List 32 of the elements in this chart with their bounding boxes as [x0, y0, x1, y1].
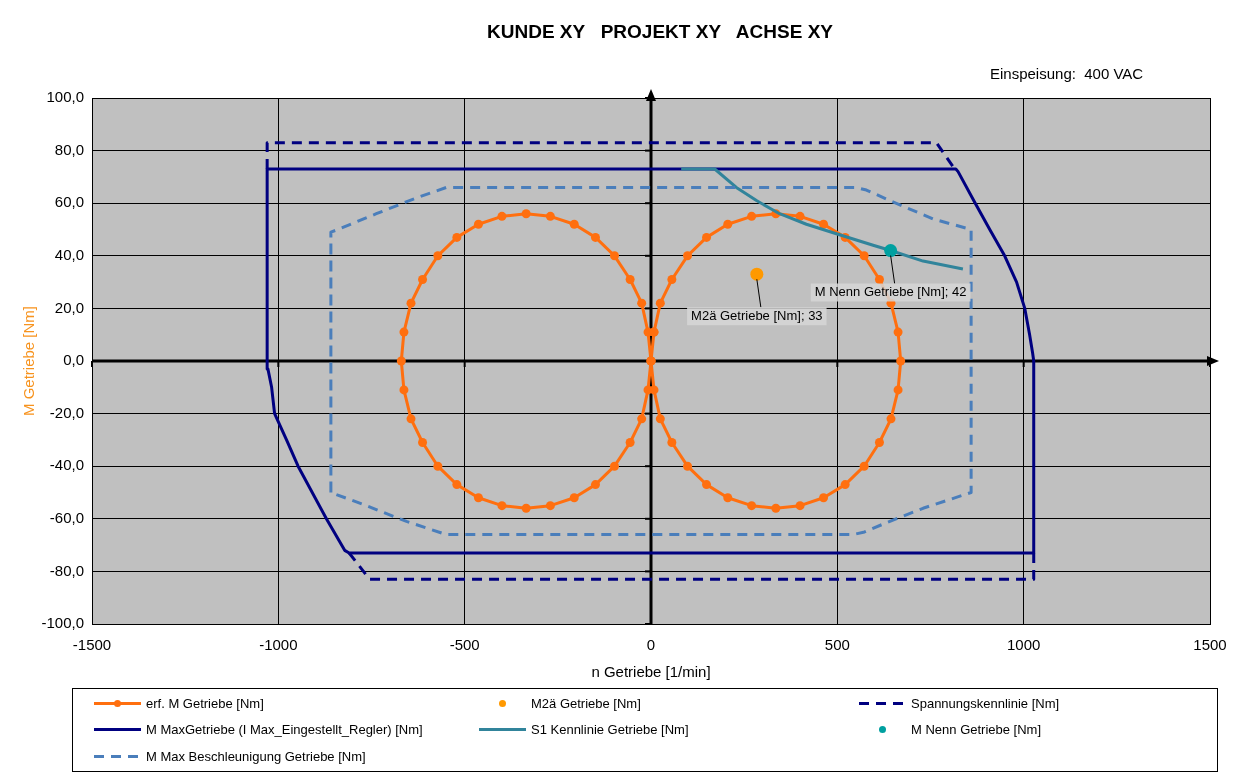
- y-tick-label: 80,0: [54, 140, 84, 158]
- legend-label: M Max Beschleunigung Getriebe [Nm]: [146, 748, 366, 764]
- y-tick-label: 40,0: [54, 245, 84, 263]
- y-tick-label: -20,0: [49, 403, 84, 421]
- chart-subtitle: Einspeisung: 400 VAC: [990, 65, 1144, 82]
- x-tick-label: 1000: [1006, 636, 1041, 654]
- x-tick-label: -1000: [259, 636, 298, 654]
- line-series: [329, 185, 973, 537]
- legend-label: erf. M Getriebe [Nm]: [146, 695, 264, 711]
- y-tick-label: 60,0: [54, 193, 84, 211]
- annotation: M Nenn Getriebe [Nm]; 42: [814, 284, 967, 300]
- legend-label: S1 Kennlinie Getriebe [Nm]: [531, 722, 689, 738]
- x-tick-label: -500: [449, 636, 480, 654]
- x-tick-label: -1500: [72, 636, 112, 654]
- chart-title: KUNDE XY PROJEKT XY ACHSE XY: [486, 21, 834, 43]
- y-tick-label: -80,0: [49, 561, 84, 579]
- legend-label: Spannungskennlinie [Nm]: [911, 695, 1060, 711]
- y-tick-label: -40,0: [49, 456, 84, 474]
- y-axis-title: M Getriebe [Nm]: [20, 305, 38, 417]
- y-tick-label: -100,0: [41, 614, 84, 632]
- x-axis-title: n Getriebe [1/min]: [591, 663, 711, 681]
- legend-label: M Nenn Getriebe [Nm]: [911, 722, 1042, 738]
- x-tick-label: 0: [646, 636, 656, 654]
- y-tick-label: -60,0: [49, 508, 84, 526]
- legend-label: M MaxGetriebe (I Max_Eingestellt_Regler) [Nm]: [146, 722, 423, 738]
- x-tick-label: 1500: [1193, 636, 1227, 654]
- y-tick-label: 0,0: [63, 351, 84, 369]
- legend-label: M2ä Getriebe [Nm]: [531, 695, 641, 711]
- y-tick-label: 100,0: [46, 88, 84, 106]
- annotation: M2ä Getriebe [Nm]; 33: [691, 307, 823, 323]
- x-tick-label: 500: [824, 636, 850, 654]
- y-tick-label: 20,0: [54, 298, 84, 316]
